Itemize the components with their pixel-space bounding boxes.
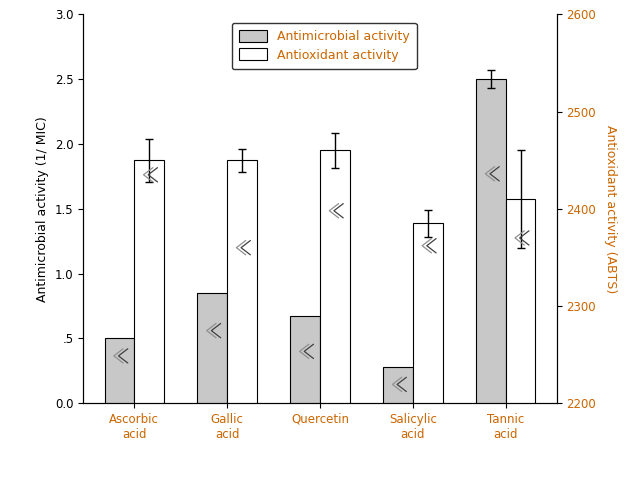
Bar (197, 293, 227, 403)
Bar (476, 79, 506, 403)
Bar (413, 223, 443, 403)
Bar (320, 151, 349, 403)
Bar (506, 199, 536, 403)
Y-axis label: Antioxidant activity (ABTS): Antioxidant activity (ABTS) (604, 125, 617, 293)
Legend: Antimicrobial activity, Antioxidant activity: Antimicrobial activity, Antioxidant acti… (232, 23, 417, 69)
Y-axis label: Antimicrobial activity (1/ MIC): Antimicrobial activity (1/ MIC) (36, 116, 49, 301)
Bar (134, 160, 164, 403)
Bar (227, 160, 257, 403)
Bar (383, 367, 413, 403)
Bar (291, 316, 320, 403)
Bar (104, 338, 134, 403)
